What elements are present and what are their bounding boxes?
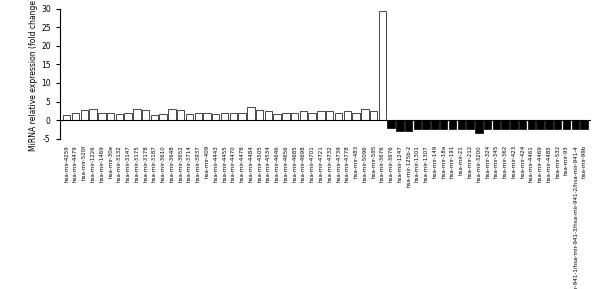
Bar (247, 107, 254, 120)
Bar (545, 120, 553, 129)
Bar (554, 120, 561, 129)
Bar (405, 120, 413, 131)
Bar (238, 114, 246, 120)
Bar (300, 111, 307, 120)
Bar (449, 120, 456, 129)
Bar (81, 110, 88, 120)
Bar (378, 10, 386, 120)
Bar (352, 113, 360, 120)
Bar (501, 120, 509, 129)
Bar (571, 120, 579, 129)
Bar (186, 114, 193, 120)
Bar (414, 120, 421, 129)
Bar (563, 120, 570, 129)
Bar (98, 113, 106, 120)
Bar (343, 111, 351, 120)
Bar (142, 110, 149, 120)
Bar (256, 110, 263, 120)
Bar (519, 120, 527, 129)
Bar (431, 120, 439, 129)
Bar (326, 111, 334, 120)
Bar (484, 120, 491, 129)
Bar (264, 111, 272, 120)
Bar (107, 113, 114, 120)
Bar (291, 113, 298, 120)
Bar (168, 109, 176, 120)
Bar (159, 114, 167, 120)
Bar (116, 114, 123, 120)
Bar (230, 113, 237, 120)
Bar (309, 113, 316, 120)
Bar (203, 114, 211, 120)
Bar (282, 114, 290, 120)
Bar (273, 114, 281, 120)
Bar (580, 120, 587, 129)
Bar (361, 109, 368, 120)
Bar (212, 114, 220, 120)
Bar (133, 109, 140, 120)
Bar (457, 120, 465, 129)
Bar (466, 120, 474, 129)
Bar (387, 120, 395, 127)
Bar (317, 111, 325, 120)
Bar (528, 120, 535, 129)
Bar (440, 120, 448, 129)
Bar (335, 114, 342, 120)
Bar (475, 120, 482, 133)
Bar (124, 113, 132, 120)
Bar (63, 114, 70, 120)
Bar (195, 114, 202, 120)
Bar (90, 109, 97, 120)
Bar (221, 113, 228, 120)
Y-axis label: MiRNA relative expression (fold change): MiRNA relative expression (fold change) (29, 0, 38, 151)
Bar (537, 120, 544, 129)
Bar (150, 114, 158, 120)
Bar (493, 120, 500, 129)
Bar (510, 120, 518, 129)
Bar (396, 120, 404, 131)
Bar (423, 120, 430, 129)
Bar (72, 114, 79, 120)
Bar (370, 111, 377, 120)
Bar (177, 110, 184, 120)
